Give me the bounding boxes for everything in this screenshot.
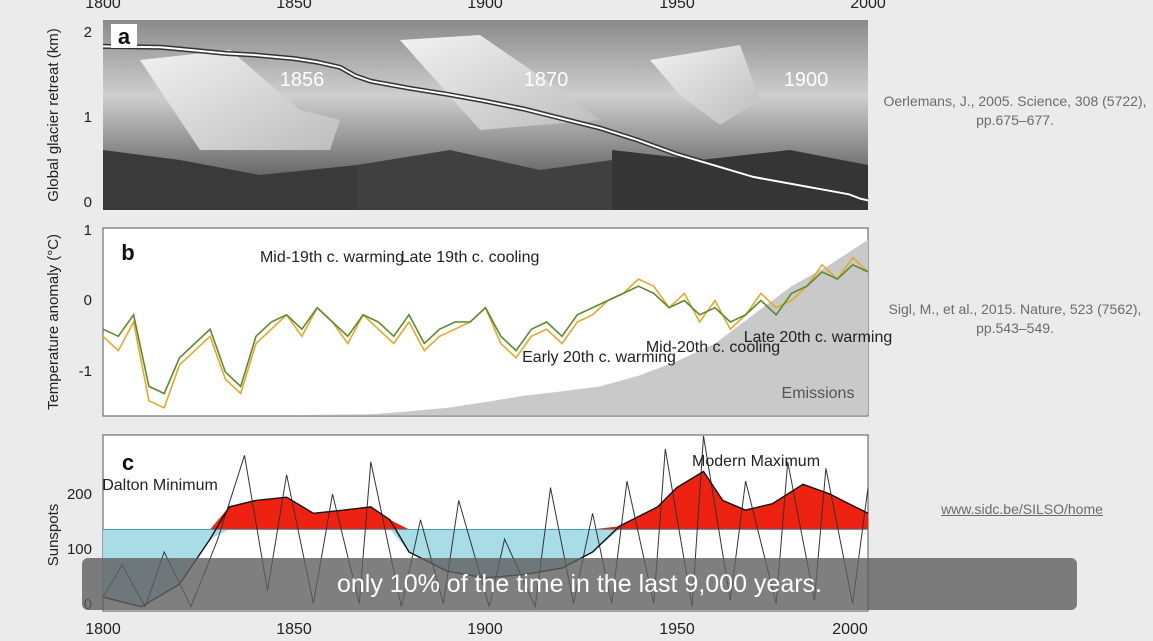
photo-1870: [357, 20, 612, 210]
reference-silso-link[interactable]: www.sidc.be/SILSO/home: [941, 501, 1103, 517]
panel-b-label: b: [121, 240, 134, 265]
top-xtick-1900: 1900: [467, 0, 503, 12]
annotation-modern-maximum: Modern Maximum: [692, 453, 820, 470]
annotation-emissions: Emissions: [782, 385, 855, 402]
top-xtick-1950: 1950: [659, 0, 695, 12]
annotation-dalton-minimum: Dalton Minimum: [102, 477, 218, 494]
panel-c-ytick-100: 100: [67, 541, 92, 558]
video-caption: only 10% of the time in the last 9,000 y…: [82, 558, 1077, 610]
sunspots-monthly-line: [102, 435, 869, 609]
panel-b: b Temperature anomaly (°C) 1 0 -1 Mid-19…: [45, 222, 892, 417]
panel-b-ylabel: Temperature anomaly (°C): [45, 234, 62, 410]
panel-a: 1856 1870 1900 a Global glacier retreat …: [45, 0, 886, 211]
photo-1900: [612, 20, 868, 210]
panel-a-xticks: 1800 1850 1900 1950 2000: [85, 0, 886, 12]
xtick-1950: 1950: [659, 621, 695, 638]
top-xtick-2000: 2000: [850, 0, 886, 12]
panel-b-annotations: Mid-19th c. warming Late 19th c. cooling…: [260, 249, 892, 402]
panel-c-ytick-200: 200: [67, 486, 92, 503]
annotation-late-20th-warming: Late 20th c. warming: [744, 329, 893, 346]
photo-label-1870: 1870: [524, 69, 569, 91]
panel-a-ytick-0: 0: [84, 194, 92, 211]
reference-oerlemans: Oerlemans, J., 2005. Science, 308 (5722)…: [883, 93, 1147, 128]
top-xtick-1850: 1850: [276, 0, 312, 12]
xtick-2000: 2000: [832, 621, 868, 638]
panel-a-ylabel: Global glacier retreat (km): [45, 28, 62, 201]
xtick-1800: 1800: [85, 621, 121, 638]
panel-a-label-bg: [111, 24, 137, 48]
panel-c-ylabel: Sunspots: [45, 504, 62, 567]
reference-sigl: Sigl, M., et al., 2015. Nature, 523 (756…: [888, 301, 1142, 336]
annotation-mid-19th-warming: Mid-19th c. warming: [260, 249, 404, 266]
annotation-mid-20th-cooling: Mid-20th c. cooling: [646, 339, 780, 356]
xtick-1900: 1900: [467, 621, 503, 638]
glacier-retreat-line: [102, 45, 869, 202]
panel-b-ytick-0: 0: [84, 292, 92, 309]
panel-c-xticks: 1800 1850 1900 1950 2000: [85, 621, 868, 638]
panel-c-label: c: [122, 450, 134, 475]
photo-label-1856: 1856: [280, 69, 325, 91]
panel-a-ytick-1: 1: [84, 109, 92, 126]
panel-b-ytick-1: 1: [84, 222, 92, 239]
temperature-series-green: [102, 263, 869, 395]
xtick-1850: 1850: [276, 621, 312, 638]
panel-a-ytick-2: 2: [84, 24, 92, 41]
top-xtick-1800: 1800: [85, 0, 121, 12]
photo-label-1900: 1900: [784, 69, 829, 91]
panel-b-ytick-neg1: -1: [79, 363, 92, 380]
annotation-early-20th-warming: Early 20th c. warming: [522, 349, 676, 366]
panel-a-label: a: [118, 24, 131, 49]
annotation-late-19th-cooling: Late 19th c. cooling: [401, 249, 540, 266]
emissions-area: [103, 239, 868, 415]
